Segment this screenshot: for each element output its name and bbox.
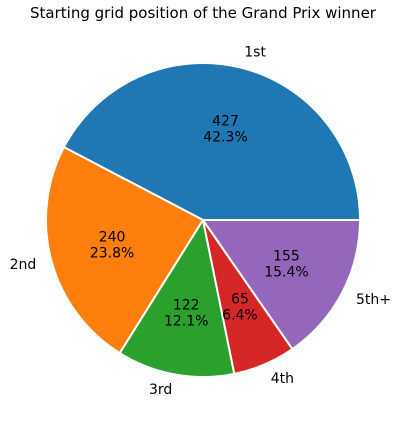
pie-slice-2nd — [45, 146, 204, 355]
value-label-3rd: 122 12.1% — [164, 298, 208, 330]
value-label-2nd: 240 23.8% — [90, 230, 134, 262]
pie-slice-5th — [202, 219, 361, 351]
pie-slice-3rd — [118, 219, 236, 378]
value-label-1st: 427 42.3% — [203, 114, 247, 146]
chart-title: Starting grid position of the Grand Prix… — [30, 4, 376, 22]
slice-label-4th: 4th — [271, 371, 294, 387]
slice-label-3rd: 3rd — [149, 382, 172, 398]
value-label-5th: 155 15.4% — [264, 249, 308, 281]
pie-slice-1st — [62, 62, 361, 221]
value-label-4th: 65 6.4% — [222, 292, 258, 324]
slice-label-2nd: 2nd — [10, 257, 37, 273]
slice-label-1st: 1st — [244, 44, 266, 60]
slice-label-5th: 5th+ — [356, 292, 391, 308]
